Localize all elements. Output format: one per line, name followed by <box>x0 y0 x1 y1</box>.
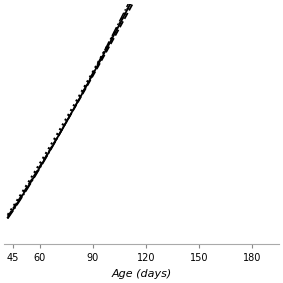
X-axis label: Age (days): Age (days) <box>112 269 171 279</box>
